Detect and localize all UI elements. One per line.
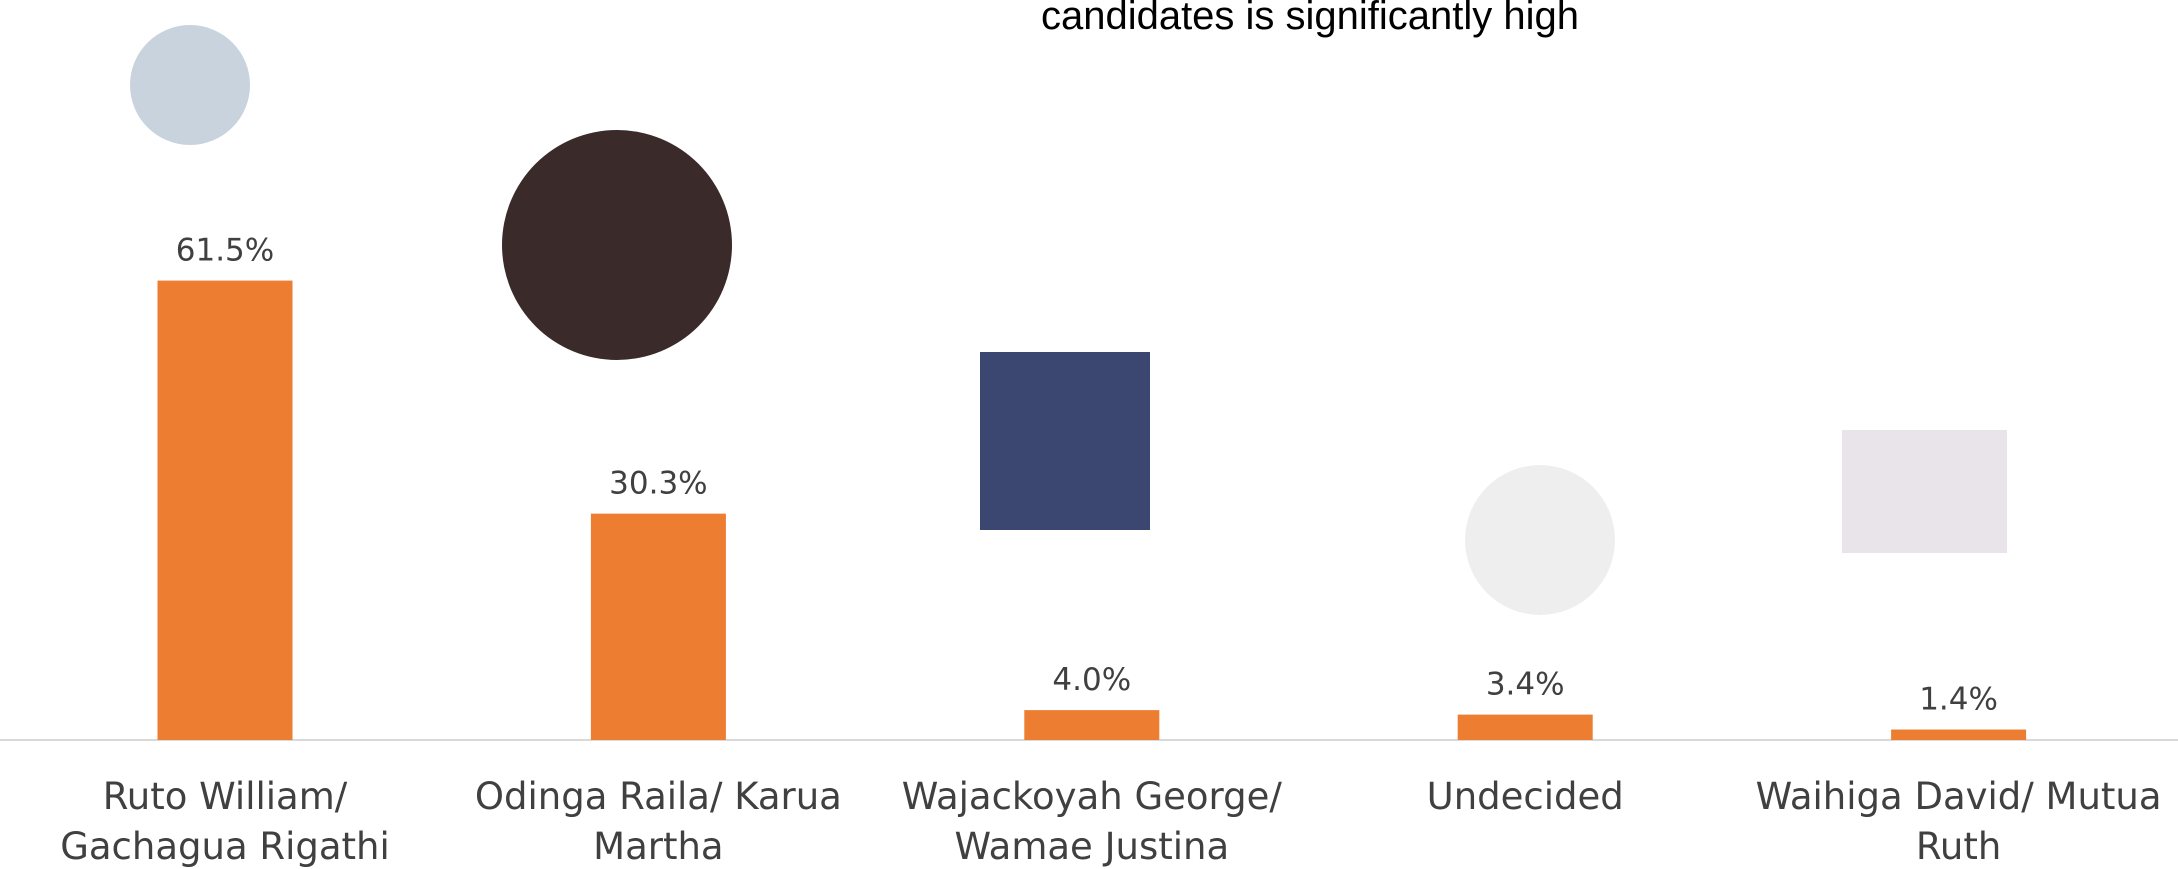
x-tick-label: Undecided xyxy=(1426,775,1624,818)
bar xyxy=(1457,714,1593,740)
value-label: 61.5% xyxy=(176,233,274,269)
x-tick-label: Odinga Raila/ Karua Martha xyxy=(474,775,842,868)
candidate-photo xyxy=(502,130,732,360)
value-label: 3.4% xyxy=(1486,667,1565,703)
value-label: 30.3% xyxy=(609,466,707,502)
question-icon xyxy=(1465,465,1615,615)
chart-title: candidates is significantly high xyxy=(1040,0,1580,38)
bar xyxy=(1024,710,1160,740)
x-tick-label: Ruto William/ Gachagua Rigathi xyxy=(60,775,390,868)
bar xyxy=(157,280,293,740)
bar xyxy=(1891,729,2027,740)
x-tick-label: Waihiga David/ Mutua Ruth xyxy=(1755,775,2162,868)
candidate-photo xyxy=(130,25,250,145)
candidate-photo xyxy=(980,352,1150,530)
value-label: 1.4% xyxy=(1919,682,1998,718)
x-tick-label: Wajackoyah George/ Wamae Justina xyxy=(901,775,1282,868)
value-label: 4.0% xyxy=(1052,662,1131,698)
bar xyxy=(590,513,726,740)
photos xyxy=(130,25,2007,615)
candidate-photo xyxy=(1842,430,2007,553)
